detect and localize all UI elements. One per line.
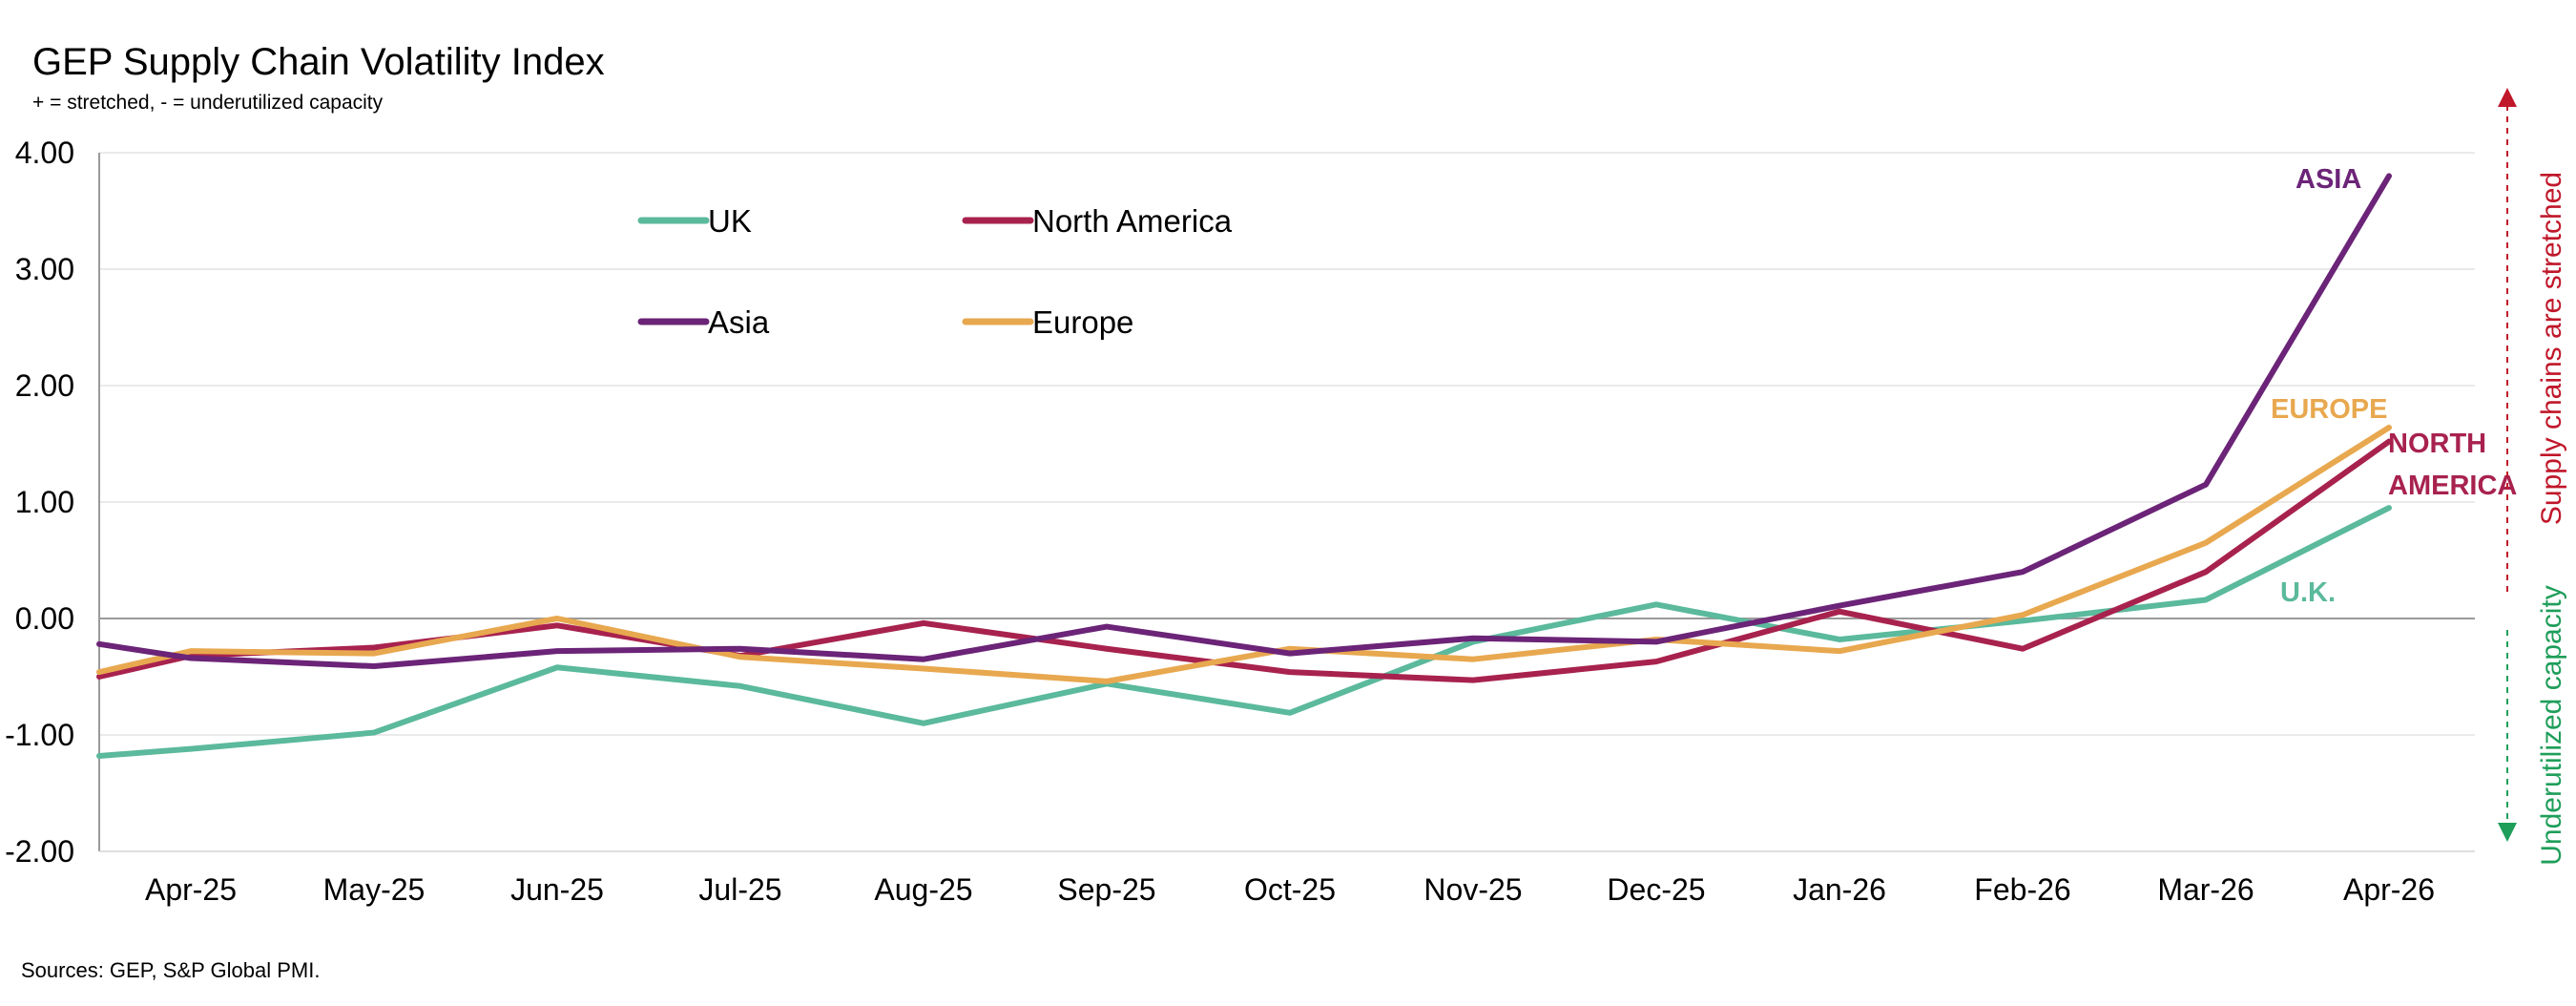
y-tick-label: -2.00 [5, 834, 74, 869]
up-arrow-head [2498, 88, 2517, 107]
x-tick-label: Mar-26 [2157, 872, 2254, 907]
end-label-line: NORTH [2388, 429, 2486, 459]
y-tick-label: 2.00 [15, 368, 74, 403]
down-arrow-head [2498, 823, 2517, 842]
x-tick-label: Jun-25 [510, 872, 604, 907]
x-tick-label: Oct-25 [1244, 872, 1336, 907]
legend-label: Asia [708, 304, 770, 340]
series-end-labels: ASIA EUROPE U.K. NORTH AMERICA [2271, 164, 2517, 608]
series-line-uk [96, 505, 2392, 759]
x-tick-label: Aug-25 [874, 872, 972, 907]
legend: UK North America Asia Europe [637, 203, 1233, 340]
x-tick-label: Apr-26 [2343, 872, 2435, 907]
y-tick-label: 0.00 [15, 601, 74, 636]
end-label-asia: ASIA [2296, 164, 2361, 195]
legend-label: Europe [1032, 304, 1133, 340]
x-tick-label: Feb-26 [1974, 872, 2070, 907]
axes [98, 153, 2475, 852]
end-label-north-america: NORTH AMERICA [2388, 429, 2517, 501]
end-label-line: AMERICA [2388, 471, 2517, 501]
y-tick-label: -1.00 [5, 718, 74, 752]
x-tick-label: May-25 [323, 872, 426, 907]
series-line-europe [96, 424, 2392, 684]
series-lines [96, 173, 2392, 759]
x-tick-label: Dec-25 [1607, 872, 1705, 907]
x-tick-label: Jan-26 [1793, 872, 1886, 907]
side-arrows: Supply chains are stretched Underutilize… [2498, 88, 2567, 866]
series-line-north-america [96, 438, 2392, 683]
legend-label: UK [708, 203, 752, 239]
y-tick-label: 3.00 [15, 252, 74, 286]
x-tick-label: Nov-25 [1423, 872, 1522, 907]
y-tick-label: 4.00 [15, 136, 74, 170]
y-tick-labels: 4.00 3.00 2.00 1.00 0.00 -1.00 -2.00 [5, 136, 74, 869]
x-tick-label: Jul-25 [698, 872, 781, 907]
chart-subtitle: + = stretched, - = underutilized capacit… [32, 92, 384, 114]
end-label-uk: U.K. [2280, 577, 2336, 608]
source-note: Sources: GEP, S&P Global PMI. [21, 958, 320, 982]
legend-label: North America [1032, 203, 1233, 239]
x-tick-label: Apr-25 [145, 872, 237, 907]
series-line-asia [96, 173, 2392, 670]
x-tick-label: Sep-25 [1057, 872, 1155, 907]
end-label-europe: EUROPE [2271, 394, 2387, 425]
y-tick-label: 1.00 [15, 485, 74, 519]
x-tick-labels: Apr-25 May-25 Jun-25 Jul-25 Aug-25 Sep-25 Oct-… [145, 872, 2435, 907]
chart-title: GEP Supply Chain Volatility Index [32, 41, 605, 83]
gridlines [99, 152, 2475, 852]
underutilized-label: Underutilized capacity [2536, 585, 2567, 865]
stretched-label: Supply chains are stretched [2536, 172, 2567, 525]
